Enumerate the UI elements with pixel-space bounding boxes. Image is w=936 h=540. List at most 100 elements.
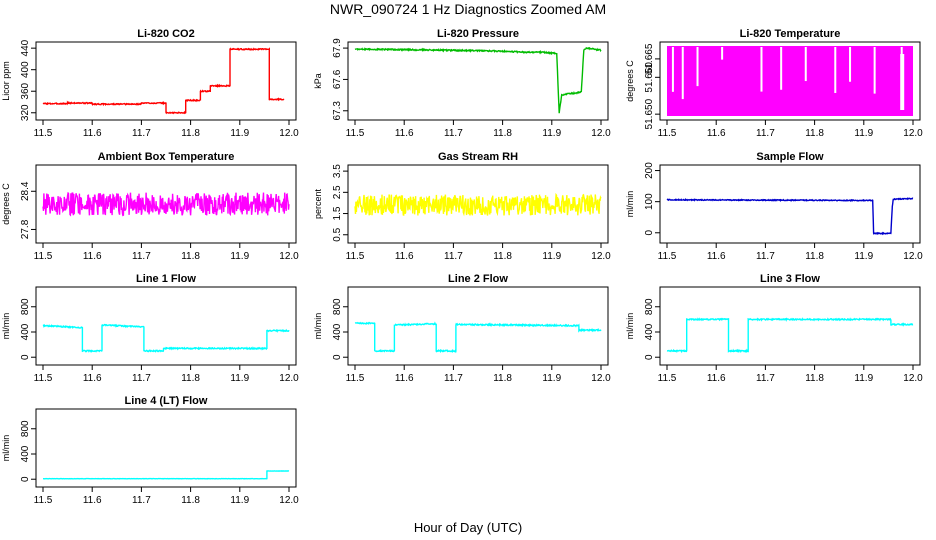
x-tick-label: 12.0 — [591, 373, 611, 384]
y-tick-label: 0 — [332, 354, 343, 360]
plot-area — [666, 197, 914, 236]
x-tick-label: 12.0 — [903, 128, 923, 139]
y-tick-label: 100 — [644, 193, 655, 210]
plot-area — [354, 192, 602, 217]
y-axis-label: percent — [313, 188, 323, 219]
x-tick-label: 11.7 — [444, 251, 463, 262]
x-tick-label: 11.6 — [707, 373, 726, 384]
x-tick-label: 12.0 — [279, 251, 299, 262]
chart-panel: Li-820 CO2 Licor ppm 11.5 11.6 11.7 11.8 11.9 1… — [1, 28, 299, 139]
x-tick-label: 11.5 — [658, 373, 677, 384]
x-tick-label: 12.0 — [279, 495, 299, 506]
panel-title: Line 1 Flow — [136, 273, 196, 285]
y-axis-label: kPa — [313, 73, 323, 89]
y-tick-label: 51.665 — [644, 43, 655, 74]
x-tick-label: 11.8 — [493, 373, 512, 384]
x-tick-label: 11.7 — [756, 373, 775, 384]
plot-area — [354, 46, 602, 114]
x-tick-label: 11.5 — [346, 128, 365, 139]
y-tick-label: 320 — [20, 104, 31, 121]
panel-title: Line 4 (LT) Flow — [125, 395, 208, 407]
series-line — [354, 46, 602, 114]
plot-area — [354, 321, 602, 354]
x-tick-label: 11.7 — [132, 373, 151, 384]
x-tick-label: 11.9 — [854, 251, 873, 262]
panel-title: Line 2 Flow — [448, 273, 508, 285]
panel-title: Li-820 Temperature — [740, 28, 841, 40]
y-tick-label: 0 — [20, 354, 31, 360]
series-gap — [849, 47, 852, 82]
x-tick-label: 11.8 — [181, 251, 200, 262]
x-tick-label: 11.7 — [756, 251, 775, 262]
plot-area — [667, 46, 913, 116]
x-tick-label: 11.8 — [493, 251, 512, 262]
y-tick-label: 800 — [332, 298, 343, 315]
chart-panel: Li-820 Temperature degrees C 11.5 11.6 11.7 1… — [625, 28, 923, 139]
chart-panel: Ambient Box Temperature degrees C 11.5 11.6… — [1, 151, 299, 262]
y-tick-label: 440 — [20, 39, 31, 56]
x-tick-label: 12.0 — [279, 373, 299, 384]
panel-title: Line 3 Flow — [760, 273, 820, 285]
x-tick-label: 11.6 — [83, 128, 102, 139]
y-axis-label: ml/min — [625, 313, 635, 340]
series-gap — [681, 47, 684, 100]
x-tick-label: 12.0 — [279, 128, 299, 139]
series-gap — [900, 54, 905, 110]
series-gap — [671, 47, 674, 92]
x-tick-label: 11.8 — [181, 373, 200, 384]
plot-area — [666, 317, 914, 354]
series-line — [42, 323, 290, 353]
y-tick-label: 1.5 — [332, 206, 343, 220]
x-tick-label: 11.7 — [132, 128, 151, 139]
x-tick-label: 11.7 — [756, 128, 775, 139]
y-axis-label: ml/min — [1, 435, 11, 462]
x-tick-label: 11.6 — [395, 373, 414, 384]
plot-frame — [35, 408, 297, 488]
x-tick-label: 11.5 — [34, 495, 53, 506]
x-tick-label: 11.8 — [805, 128, 824, 139]
y-tick-label: 51.650 — [644, 98, 655, 129]
y-axis-label: Licor ppm — [1, 61, 11, 101]
chart-panel: Li-820 Pressure kPa 11.5 11.6 11.7 11.8 11.9 12… — [313, 28, 611, 139]
panels: Li-820 CO2 Licor ppm 11.5 11.6 11.7 11.8 11.9 1… — [1, 28, 923, 506]
chart-panel: Sample Flow ml/min 11.5 11.6 11.7 11.8 11.9 12.… — [625, 151, 923, 262]
chart-panel: Line 3 Flow ml/min 11.5 11.6 11.7 11.8 11.9 12.… — [625, 273, 923, 384]
series-gap — [873, 47, 876, 94]
x-tick-label: 12.0 — [591, 251, 611, 262]
plot-area — [43, 470, 290, 480]
y-tick-label: 400 — [20, 61, 31, 78]
series-gap — [804, 47, 807, 82]
x-tick-label: 11.5 — [34, 128, 53, 139]
panel-title: Li-820 CO2 — [137, 28, 194, 40]
x-tick-label: 12.0 — [591, 128, 611, 139]
y-tick-label: 27.8 — [20, 219, 31, 239]
series-gap — [834, 47, 837, 93]
x-tick-label: 11.8 — [805, 373, 824, 384]
x-tick-label: 11.7 — [132, 251, 151, 262]
y-tick-label: 400 — [20, 323, 31, 340]
chart-panel: Line 1 Flow ml/min 11.5 11.6 11.7 11.8 11.9 12.… — [1, 273, 299, 384]
y-tick-label: 67.3 — [332, 101, 343, 121]
series-line — [666, 317, 914, 354]
x-tick-label: 11.5 — [658, 128, 677, 139]
series-gap — [721, 47, 724, 60]
y-tick-label: 400 — [20, 445, 31, 462]
series-line — [666, 197, 914, 236]
y-tick-label: 3.5 — [332, 164, 343, 178]
y-tick-label: 2.5 — [332, 185, 343, 199]
x-tick-label: 11.9 — [230, 251, 249, 262]
x-tick-label: 11.7 — [444, 128, 463, 139]
plot-area — [42, 191, 290, 217]
y-axis-label: ml/min — [1, 313, 11, 340]
y-tick-label: 800 — [20, 298, 31, 315]
x-tick-label: 11.9 — [542, 373, 561, 384]
x-tick-label: 11.9 — [854, 373, 873, 384]
x-tick-label: 11.5 — [346, 373, 365, 384]
x-tick-label: 11.5 — [34, 373, 53, 384]
x-tick-label: 11.7 — [444, 373, 463, 384]
series-band — [667, 46, 913, 116]
chart-panel: Gas Stream RH percent 11.5 11.6 11.7 11.8 11.9… — [313, 151, 611, 262]
y-tick-label: 360 — [20, 82, 31, 99]
x-tick-label: 11.6 — [707, 251, 726, 262]
figure-xlabel: Hour of Day (UTC) — [414, 520, 522, 535]
